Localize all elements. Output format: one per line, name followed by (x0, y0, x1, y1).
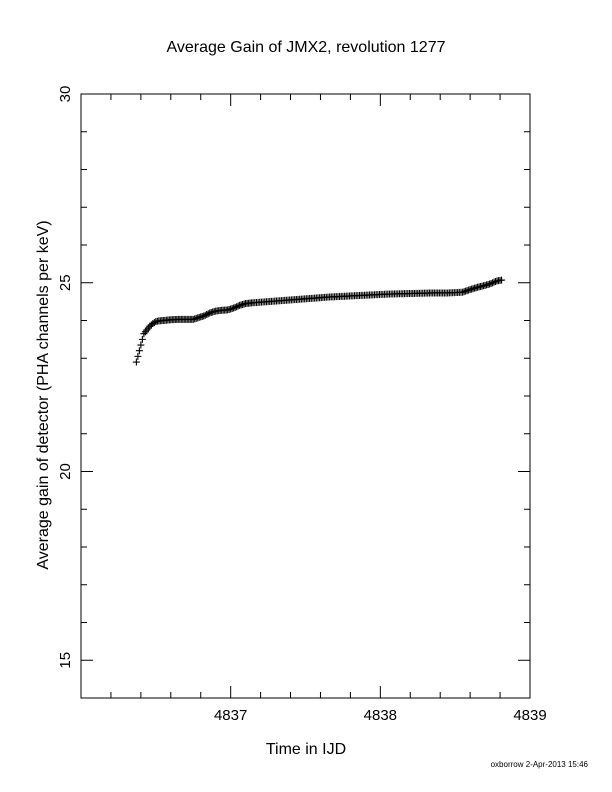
tick-labels: 4837 4838 4839 15 20 25 30 (57, 86, 547, 724)
data-point (233, 303, 241, 311)
y-tick-label: 25 (57, 274, 74, 291)
data-point (489, 279, 497, 287)
data-point (203, 310, 211, 318)
plot-frame (80, 93, 531, 699)
y-tick-label: 30 (57, 86, 74, 103)
x-tick-label: 4837 (214, 707, 247, 724)
data-point (487, 280, 495, 288)
y-tick-label: 15 (57, 652, 74, 669)
data-point (231, 303, 239, 311)
data-points (132, 276, 506, 366)
x-tick-label: 4839 (513, 707, 546, 724)
data-point (132, 358, 140, 366)
data-point (201, 311, 209, 319)
data-point (234, 302, 242, 310)
y-axis-title: Average gain of detector (PHA channels p… (35, 220, 52, 569)
footer-stamp: oxborrow 2-Apr-2013 15:46 (491, 760, 589, 769)
data-point (135, 347, 143, 355)
data-point (230, 304, 238, 312)
data-point (492, 278, 500, 286)
data-point (137, 341, 145, 349)
data-point (150, 319, 158, 327)
data-point (498, 276, 506, 284)
axis-ticks (81, 94, 530, 698)
x-tick-label: 4838 (364, 707, 397, 724)
data-point (200, 312, 208, 320)
data-point (204, 310, 212, 318)
data-point (490, 278, 498, 286)
x-axis-title: Time in IJD (266, 741, 346, 758)
chart-title: Average Gain of JMX2, revolution 1277 (167, 39, 446, 56)
data-point (138, 335, 146, 343)
data-point (134, 352, 142, 360)
y-tick-label: 20 (57, 463, 74, 480)
